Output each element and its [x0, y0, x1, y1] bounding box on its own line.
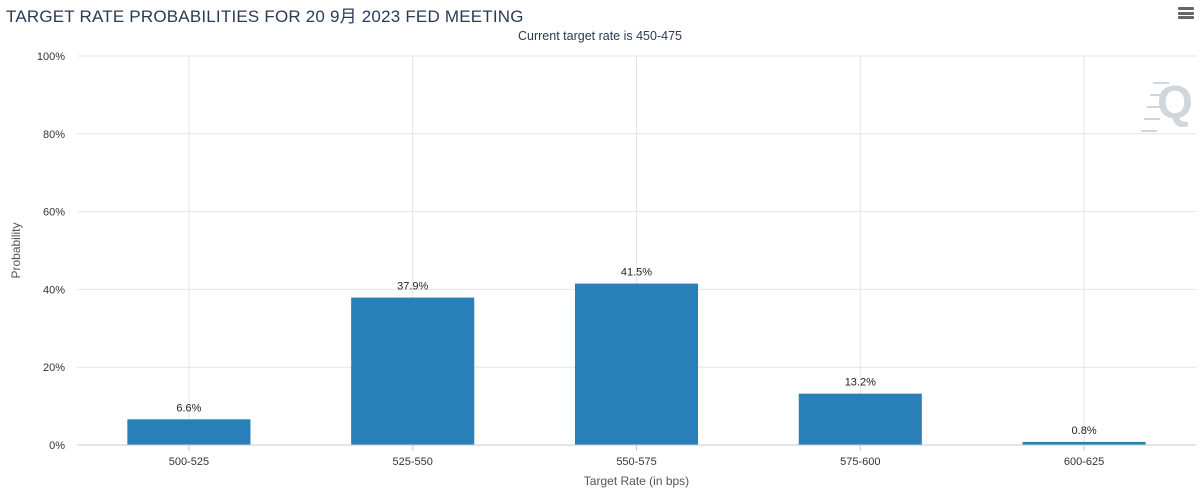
menu-line — [1178, 16, 1194, 19]
bar-data-label: 37.9% — [397, 281, 428, 293]
bars: 6.6% 37.9% 41.5% 13.2% 0.8% — [127, 267, 1146, 445]
q-logo-icon: Q — [1141, 76, 1193, 132]
x-tick-label: 600-625 — [1064, 456, 1104, 468]
x-tick-label: 550-575 — [616, 456, 656, 468]
menu-line — [1178, 11, 1194, 15]
x-tick-label: 575-600 — [840, 456, 880, 468]
x-tick-label: 525-550 — [393, 456, 433, 468]
chart-subtitle: Current target rate is 450-475 — [518, 29, 682, 43]
y-tick-label: 0% — [49, 440, 65, 452]
y-tick-label: 100% — [37, 51, 65, 63]
chart-title: TARGET RATE PROBABILITIES FOR 20 9月 2023… — [6, 7, 524, 26]
bar — [1022, 441, 1146, 445]
x-tick-label: 500-525 — [169, 456, 209, 468]
y-tick-label: 40% — [43, 284, 65, 296]
bar-data-label: 6.6% — [176, 402, 201, 414]
bar-data-label: 0.8% — [1072, 425, 1097, 437]
bar-data-label: 41.5% — [621, 267, 652, 279]
watermark-letter: Q — [1157, 76, 1193, 128]
bar — [351, 297, 475, 445]
bar — [574, 283, 699, 445]
y-tick-label: 20% — [43, 362, 65, 374]
y-tick-label: 80% — [43, 129, 65, 141]
bar — [798, 393, 922, 445]
axes: 0% 20% 40% 60% 80% 100% 500-525 525-550 550-575 5… — [37, 51, 1196, 468]
bar-data-label: 13.2% — [845, 377, 876, 389]
y-tick-label: 60% — [43, 207, 65, 219]
menu-icon[interactable] — [1178, 6, 1194, 20]
menu-line — [1178, 7, 1194, 10]
bar — [127, 419, 251, 445]
y-axis-title: Probability — [9, 222, 23, 278]
x-axis-title: Target Rate (in bps) — [584, 474, 689, 488]
